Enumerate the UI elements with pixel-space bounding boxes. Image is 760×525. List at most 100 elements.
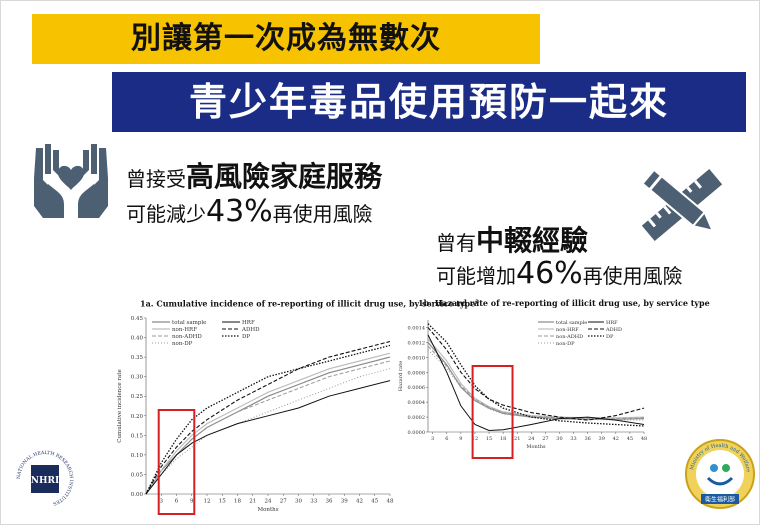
chart1b-x-tick-label: 6 [445,436,448,442]
finding1-percent: 43% [206,194,273,229]
chart1a-legend-label: DP [242,334,250,340]
chart1b-x-tick-label: 18 [500,436,506,442]
chart1b-x-tick-label: 42 [613,436,619,442]
chart1b-y-axis-label: Hazard rate [398,361,404,392]
chart1b-x-tick-label: 9 [459,436,462,442]
finding2-percent: 46% [516,256,583,291]
chart1a-y-tick-label: 0.20 [131,414,144,420]
chart1a-title-mark: a [475,298,480,305]
chart1b-legend-label: DP [606,334,614,340]
chart1b-y-tick-label: 0.0012 [408,340,426,346]
chart1b-x-tick-label: 24 [528,436,534,442]
chart1a-legend-label: ADHD [241,327,260,333]
pencil-ruler-icon [641,168,723,241]
chart1a-x-tick-label: 24 [265,499,272,505]
chart1a-legend-label: HRF [242,320,255,326]
nhri-logo-monogram: NHRI [31,476,59,486]
chart1b-highlight-box [471,365,514,459]
chart1a-y-tick-label: 0.15 [131,433,144,439]
chart1a-series-line [145,360,391,495]
chart1b-x-tick-label: 27 [542,436,548,442]
chart1a-series-line [145,344,391,495]
chart1a-title: 1a. Cumulative incidence of re-reporting… [140,298,479,309]
chart1a-x-tick-label: 39 [341,499,348,505]
chart1a-series-line [145,340,391,495]
chart-1b: 0.0000 0.0002 0.0004 0.0006 0.0008 0.0010 0.00… [398,320,647,459]
chart1b-y-tick-label: 0.0010 [408,355,426,361]
chart1b-y-tick-label: 0.0006 [408,385,426,391]
finding2-line2: 可能增加46%再使用風險 [436,256,683,291]
chart1b-y-tick-label: 0.0000 [408,430,426,436]
chart1a-x-tick-label: 45 [371,499,378,505]
finding2-line1: 曾有中輟經驗 [436,219,588,259]
finding1-line2: 可能減少43%再使用風險 [126,194,373,229]
finding1-line2-prefix: 可能減少 [126,202,206,226]
chart1a-y-tick-label: 0.10 [131,453,144,459]
chart1b-x-tick-label: 33 [570,436,576,442]
chart1a-x-tick-label: 36 [326,499,333,505]
chart1a-y-tick-label: 0.05 [131,472,144,478]
chart1a-y-tick-label: 0.45 [131,316,144,322]
chart1b-x-tick-label: 3 [431,436,434,442]
chart1a-legend-label: total sample [172,320,206,326]
chart1a-x-tick-label: 12 [204,499,211,505]
chart1b-title: 1b. Hazard rate of re-reporting of illic… [418,298,710,308]
chart-1a: 0.00 0.05 0.10 0.15 0.20 0.25 0.30 0.35 0.40 0.45… [117,316,394,515]
chart1b-x-tick-label: 36 [584,436,590,442]
chart1b-legend-label: total sample [556,320,587,326]
chart1b-legend-label: HRF [606,320,618,326]
finding2-line2-prefix: 可能增加 [436,264,516,288]
chart1a-x-tick-label: 21 [249,499,256,505]
chart1a-y-tick-label: 0.30 [131,375,144,381]
ministry-logo-banner: 衛生福利部 [705,496,735,504]
chart1a-y-tick-label: 0.25 [131,394,144,400]
chart1b-series-line [427,327,645,421]
finding1-line1: 曾接受高風險家庭服務 [126,155,382,195]
chart1b-x-tick-label: 21 [514,436,520,442]
chart1a-highlight-box [157,409,196,515]
chart1b-series-line [427,345,645,420]
chart1a-x-tick-label: 15 [219,499,226,505]
chart1a-x-tick-label: 48 [387,499,394,505]
headline-top: 別讓第一次成為無數次 [32,14,540,64]
finding1-prefix: 曾接受 [126,167,186,191]
chart1b-x-axis-label: Months [526,444,546,450]
chart1b-x-tick-label: 39 [599,436,605,442]
chart1b-y-tick-label: 0.0008 [408,370,426,376]
chart1b-x-tick-label: 12 [472,436,478,442]
hands-holding-heart-icon [34,144,108,218]
nhri-logo: NATIONAL HEALTH RESEARCH INSTITUTES NHRI [15,449,75,509]
chart1a-x-tick-label: 6 [175,499,179,505]
chart1b-x-tick-label: 48 [641,436,647,442]
chart1b-legend-label: non-ADHD [556,334,583,340]
chart1b-x-tick-label: 15 [486,436,492,442]
chart1b-y-tick-label: 0.0004 [408,400,426,406]
chart1a-x-axis-label: Months [257,507,278,513]
chart1a-series-line [145,380,391,495]
headline-bottom: 青少年毒品使用預防一起來 [112,72,746,132]
chart1a-y-tick-label: 0.40 [131,336,144,342]
chart1b-legend-label: ADHD [605,327,622,333]
chart1b-x-tick-label: 30 [556,436,562,442]
chart1a-x-tick-label: 9 [190,499,194,505]
chart1a-x-tick-label: 30 [295,499,302,505]
finding2-line2-suffix: 再使用風險 [582,264,683,288]
chart1a-x-tick-label: 42 [356,499,363,505]
chart1b-x-tick-label: 45 [627,436,633,442]
chart1a-legend-label: non-ADHD [172,334,202,340]
chart1b-y-tick-label: 0.0014 [408,325,426,331]
chart1a-y-tick-label: 0.35 [131,355,144,361]
chart1a-legend-label: non-HRF [172,327,197,333]
chart1a-series-line [145,356,391,495]
finding2-prefix: 曾有 [436,231,476,255]
finding1-line2-suffix: 再使用風險 [272,202,373,226]
chart1b-series-line [427,323,645,427]
ministry-logo: Ministry of Health and Welfare 衛生福利部 [685,439,755,509]
chart1b-series-line [427,342,645,420]
chart1b-legend-label: non-DP [556,341,575,347]
chart1b-legend-label: non-HRF [556,327,579,333]
chart1a-title-text: 1a. Cumulative incidence of re-reporting… [140,298,476,309]
chart1b-y-tick-label: 0.0002 [408,415,426,421]
chart1b-series-line [427,349,644,421]
chart1a-series-line [145,352,391,495]
